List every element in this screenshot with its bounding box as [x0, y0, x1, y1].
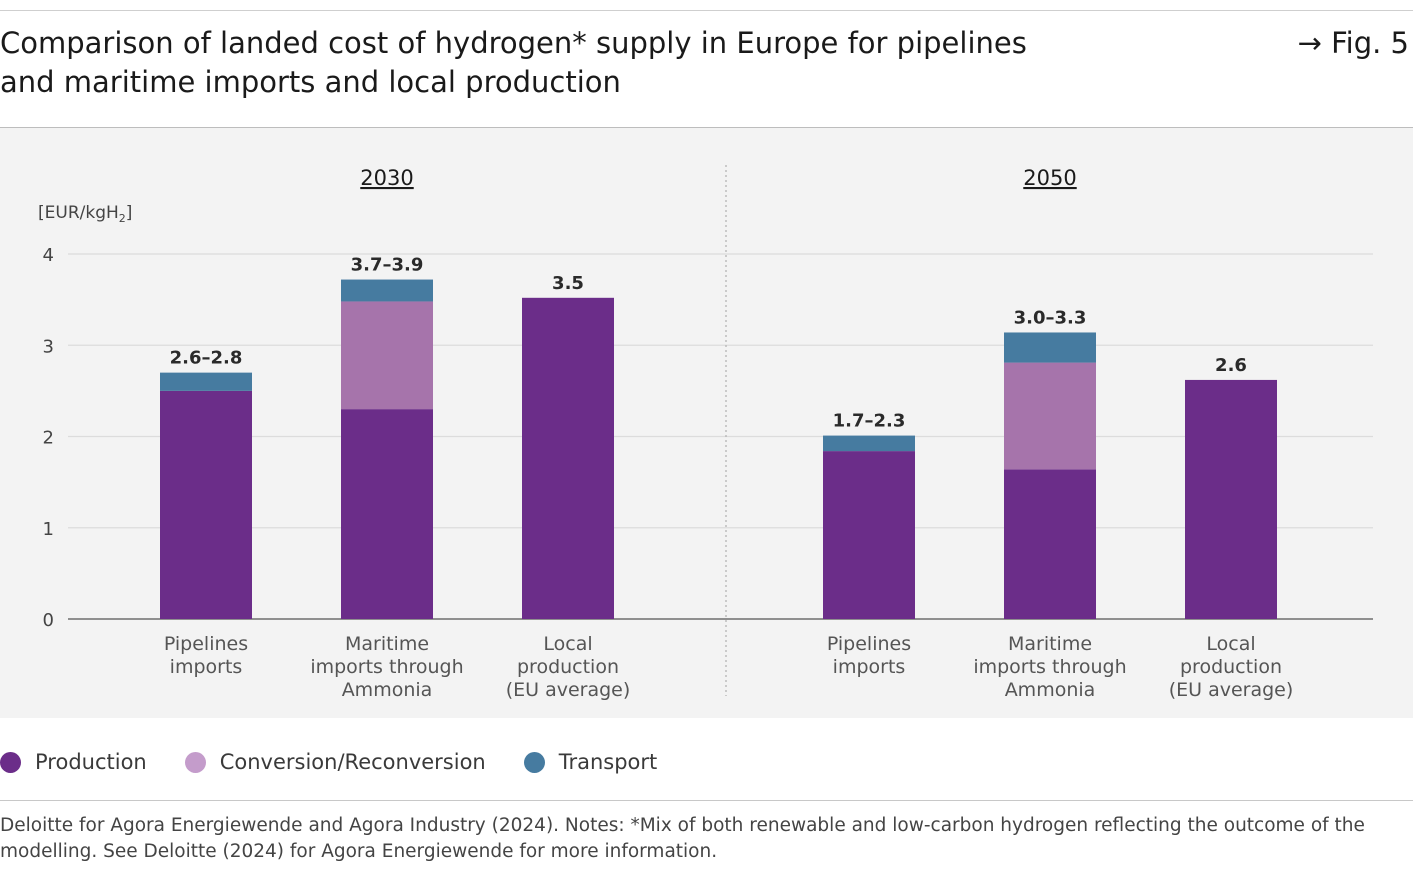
bar-segment-transport: [160, 372, 252, 391]
x-category-label: Maritime: [345, 633, 429, 655]
title-rule: [0, 127, 1413, 128]
bar-segment-production: [823, 451, 915, 619]
legend-swatch-transport: [523, 751, 545, 773]
bar-value-label: 3.0–3.3: [1014, 307, 1087, 328]
bar-segment-production: [160, 390, 252, 619]
x-category-label: Ammonia: [1005, 679, 1096, 701]
bar-segment-production: [1004, 469, 1096, 619]
bar-segment-conversion: [1004, 362, 1096, 470]
legend-swatch-production: [0, 751, 21, 773]
bar-segment-transport: [823, 435, 915, 452]
bar-value-label: 1.7–2.3: [833, 411, 906, 432]
top-rule: [0, 10, 1413, 11]
bar-value-label: 2.6–2.8: [170, 348, 243, 369]
bar-segment-production: [341, 409, 433, 619]
bar-segment-transport: [341, 279, 433, 302]
legend-label-conversion: Conversion/Reconversion: [219, 750, 486, 774]
y-tick-label: 3: [43, 336, 54, 357]
bar-value-label: 2.6: [1215, 355, 1247, 376]
x-category-label: (EU average): [506, 679, 631, 701]
x-category-label: Pipelines: [827, 633, 911, 655]
footer-rule: [0, 800, 1413, 801]
x-category-label: imports through: [310, 656, 463, 678]
y-tick-label: 1: [43, 519, 54, 540]
x-category-label: imports through: [973, 656, 1126, 678]
x-category-label: production: [517, 656, 619, 678]
x-category-label: imports: [170, 656, 243, 678]
source-note: Deloitte for Agora Energiewende and Agor…: [0, 815, 1365, 862]
legend-item-transport: Transport: [523, 750, 658, 774]
legend-label-transport: Transport: [558, 750, 658, 774]
chart-title-line2: and maritime imports and local productio…: [0, 65, 621, 99]
x-category-label: Local: [1206, 633, 1255, 655]
group-title-2050: 2050: [1023, 166, 1076, 190]
chart-title-line1: Comparison of landed cost of hydrogen* s…: [0, 26, 1027, 60]
x-category-label: production: [1180, 656, 1282, 678]
legend-label-production: Production: [35, 750, 147, 774]
y-tick-label: 4: [43, 245, 54, 266]
chart: 01234[EUR/kgH2]20302.6–2.8Pipelinesimpor…: [38, 165, 1373, 701]
legend: Production Conversion/Reconversion Trans…: [0, 746, 695, 778]
legend-item-conversion: Conversion/Reconversion: [184, 750, 486, 774]
chart-title: Comparison of landed cost of hydrogen* s…: [0, 24, 1120, 102]
figure-reference: → Fig. 5: [1297, 26, 1409, 60]
group-title-2030: 2030: [360, 166, 413, 190]
bar-segment-transport: [1004, 332, 1096, 363]
bar-segment-production: [522, 297, 614, 619]
y-tick-label: 2: [43, 428, 54, 449]
bar-value-label: 3.7–3.9: [351, 255, 424, 276]
x-category-label: Ammonia: [342, 679, 433, 701]
x-category-label: imports: [833, 656, 906, 678]
x-category-label: Pipelines: [164, 633, 248, 655]
legend-swatch-conversion: [184, 751, 206, 773]
bar-value-label: 3.5: [552, 273, 584, 294]
y-tick-label: 0: [43, 610, 54, 631]
bar-segment-production: [1185, 379, 1277, 619]
y-axis-label: [EUR/kgH2]: [38, 203, 132, 225]
legend-item-production: Production: [0, 750, 147, 774]
bar-segment-conversion: [341, 301, 433, 410]
x-category-label: Local: [543, 633, 592, 655]
x-category-label: Maritime: [1008, 633, 1092, 655]
x-category-label: (EU average): [1169, 679, 1294, 701]
